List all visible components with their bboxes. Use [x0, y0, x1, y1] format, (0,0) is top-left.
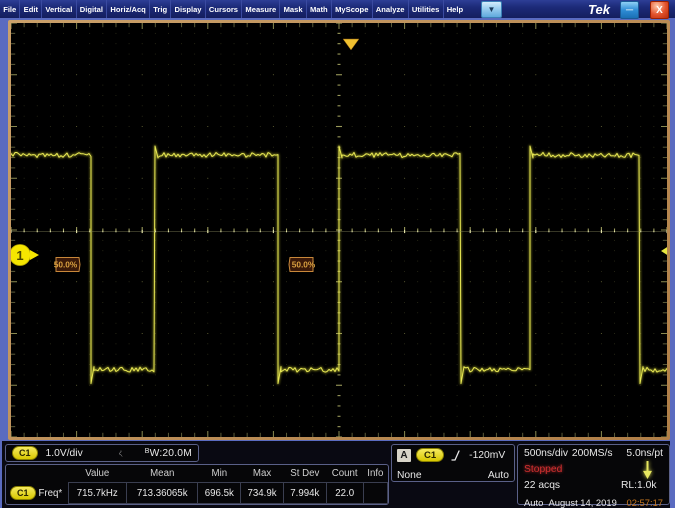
svg-text:50.0%: 50.0% [54, 260, 78, 270]
svg-text:50.0%: 50.0% [292, 260, 316, 270]
svg-text:1: 1 [16, 248, 23, 263]
